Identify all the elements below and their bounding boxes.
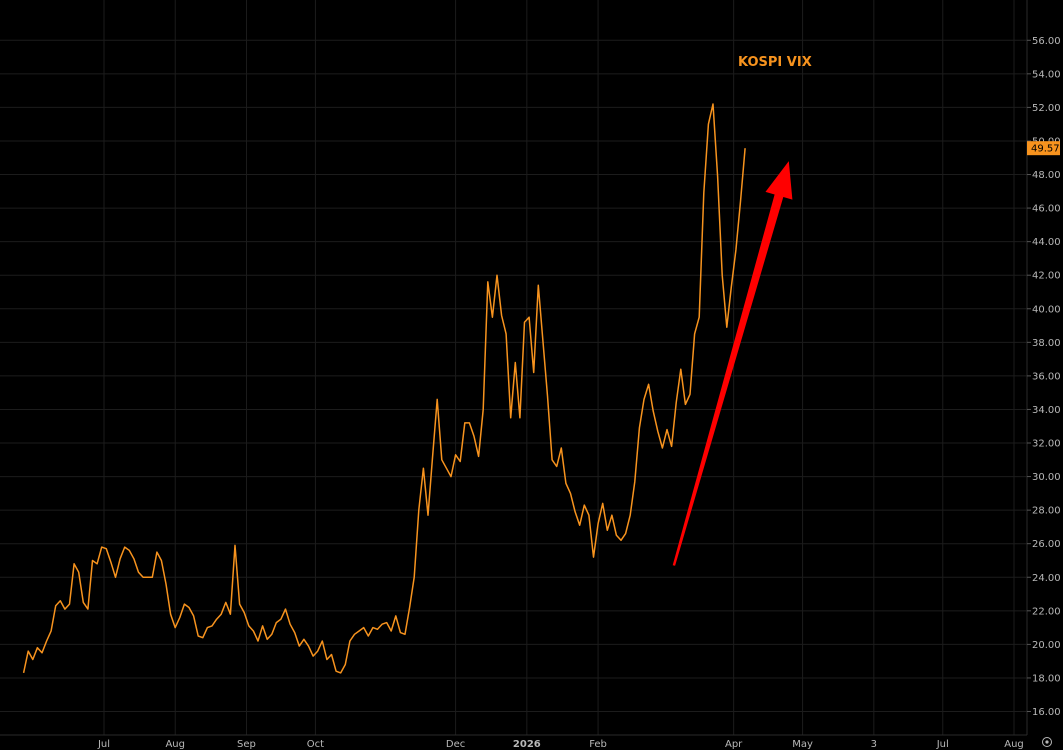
y-tick-label: 52.00: [1032, 103, 1061, 114]
x-axis: Jul Aug Sep Oct Dec 2026 Feb Apr May 3 Jul Aug: [97, 739, 1024, 750]
y-axis: 16.00 18.00 20.00 22.00 24.00 26.00 28.00 30.00…: [1027, 36, 1061, 718]
x-tick-label: May: [792, 739, 813, 750]
y-tick-label: 18.00: [1032, 673, 1061, 684]
price-axis-panel: [1027, 0, 1063, 735]
annotation-layer: [672, 161, 793, 566]
series-line: [22, 103, 746, 674]
grid: [0, 0, 1027, 735]
y-tick-label: 20.00: [1032, 640, 1061, 651]
series-layer: [22, 103, 746, 674]
x-tick-label: Oct: [307, 739, 324, 750]
y-tick-label: 46.00: [1032, 204, 1061, 215]
y-tick-label: 22.00: [1032, 606, 1061, 617]
y-tick-label: 48.00: [1032, 170, 1061, 181]
y-tick-label: 24.00: [1032, 573, 1061, 584]
x-tick-label: 3: [871, 739, 877, 750]
y-tick-label: 16.00: [1032, 707, 1061, 718]
y-tick-label: 38.00: [1032, 338, 1061, 349]
chart-title: KOSPI VIX: [738, 55, 812, 70]
x-tick-label: Feb: [589, 739, 607, 750]
x-tick-label: Aug: [165, 739, 185, 750]
y-tick-label: 54.00: [1032, 69, 1061, 80]
y-tick-label: 28.00: [1032, 506, 1061, 517]
x-tick-label: 2026: [513, 739, 541, 750]
settings-icon[interactable]: [1042, 737, 1052, 747]
x-tick-label: Sep: [237, 739, 256, 750]
x-tick-label: Jul: [97, 739, 110, 750]
last-value-badge: 49.57: [1027, 141, 1060, 156]
y-tick-label: 26.00: [1032, 539, 1061, 550]
last-value-label: 49.57: [1031, 144, 1060, 155]
y-tick-label: 30.00: [1032, 472, 1061, 483]
y-tick-label: 42.00: [1032, 271, 1061, 282]
y-tick-label: 34.00: [1032, 405, 1061, 416]
y-tick-label: 44.00: [1032, 237, 1061, 248]
x-tick-label: Jul: [936, 739, 949, 750]
annotation-arrow: [672, 161, 793, 566]
x-tick-label: Aug: [1004, 739, 1024, 750]
y-tick-label: 56.00: [1032, 36, 1061, 47]
y-tick-label: 40.00: [1032, 304, 1061, 315]
x-tick-label: Dec: [446, 739, 465, 750]
y-tick-label: 32.00: [1032, 439, 1061, 450]
y-tick-label: 36.00: [1032, 371, 1061, 382]
x-tick-label: Apr: [725, 739, 743, 750]
